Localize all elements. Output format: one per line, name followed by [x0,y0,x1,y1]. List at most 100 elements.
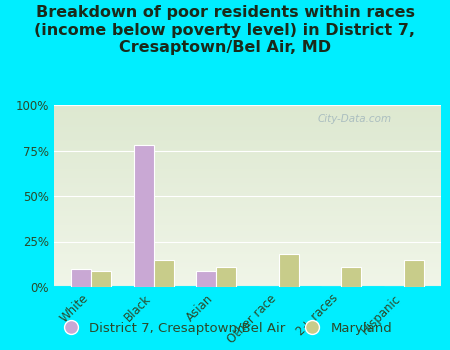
Text: Breakdown of poor residents within races
(income below poverty level) in Distric: Breakdown of poor residents within races… [35,5,415,55]
Bar [54,207,441,209]
Bar [54,108,441,111]
Bar [54,123,441,125]
Bar [54,193,441,194]
Bar [54,165,441,167]
Bar [54,154,441,156]
Bar [54,194,441,196]
Bar [54,229,441,231]
Legend: District 7, Cresaptown/Bel Air, Maryland: District 7, Cresaptown/Bel Air, Maryland [53,316,397,340]
Bar [54,211,441,212]
Bar [54,260,441,261]
Bar [54,285,441,287]
Bar [54,202,441,203]
Bar [54,150,441,152]
Bar [216,267,236,287]
Bar [54,269,441,271]
Bar [54,174,441,176]
Bar [54,105,441,107]
Bar [54,261,441,263]
Bar [54,272,441,274]
Bar [54,218,441,220]
Bar [54,120,441,121]
Bar [279,254,299,287]
Text: City-Data.com: City-Data.com [317,114,392,124]
Bar [54,152,441,154]
Bar [54,169,441,170]
Bar [54,149,441,150]
Bar [54,178,441,180]
Bar [54,214,441,216]
Bar [54,240,441,242]
Bar [54,183,441,185]
Bar [54,254,441,256]
Bar [54,284,441,285]
Bar [54,107,441,108]
Bar [54,180,441,181]
Bar [54,158,441,160]
Bar [54,143,441,145]
Bar [54,278,441,280]
Bar [54,176,441,178]
Bar [196,271,216,287]
Bar [54,271,441,272]
Bar [54,234,441,236]
Bar [72,269,91,287]
Bar [54,225,441,227]
Bar [54,118,441,120]
Bar [54,127,441,129]
Bar [91,271,112,287]
Bar [54,222,441,223]
Bar [54,232,441,234]
Bar [54,220,441,222]
Bar [54,167,441,169]
Bar [54,163,441,165]
Bar [54,125,441,127]
Bar [54,241,441,243]
Bar [54,223,441,225]
Bar [54,160,441,161]
Bar [54,247,441,249]
Bar [54,111,441,112]
Bar [54,196,441,198]
Bar [54,114,441,116]
Bar [54,112,441,114]
Bar [54,136,441,138]
Bar [54,238,441,240]
Bar [54,231,441,232]
Bar [54,185,441,187]
Bar [54,216,441,218]
Bar [54,131,441,132]
Bar [54,161,441,163]
Bar [341,267,361,287]
Bar [54,156,441,158]
Bar [54,145,441,147]
Bar [154,260,174,287]
Bar [404,260,423,287]
Bar [54,227,441,229]
Bar [54,267,441,269]
Bar [54,199,441,202]
Bar [54,236,441,238]
Bar [54,138,441,140]
Bar [54,281,441,284]
Bar [54,251,441,252]
Bar [54,190,441,192]
Bar [54,129,441,131]
Bar [54,209,441,211]
Bar [54,265,441,267]
Bar [54,140,441,141]
Bar [54,170,441,172]
Bar [54,198,441,199]
Bar [54,203,441,205]
Bar [54,134,441,136]
Bar [54,187,441,189]
Bar [54,263,441,265]
Bar [54,189,441,190]
Bar [54,172,441,174]
Bar [54,212,441,214]
Bar [54,249,441,251]
Bar [54,205,441,207]
Bar [54,274,441,276]
Bar [54,276,441,278]
Bar [54,280,441,281]
